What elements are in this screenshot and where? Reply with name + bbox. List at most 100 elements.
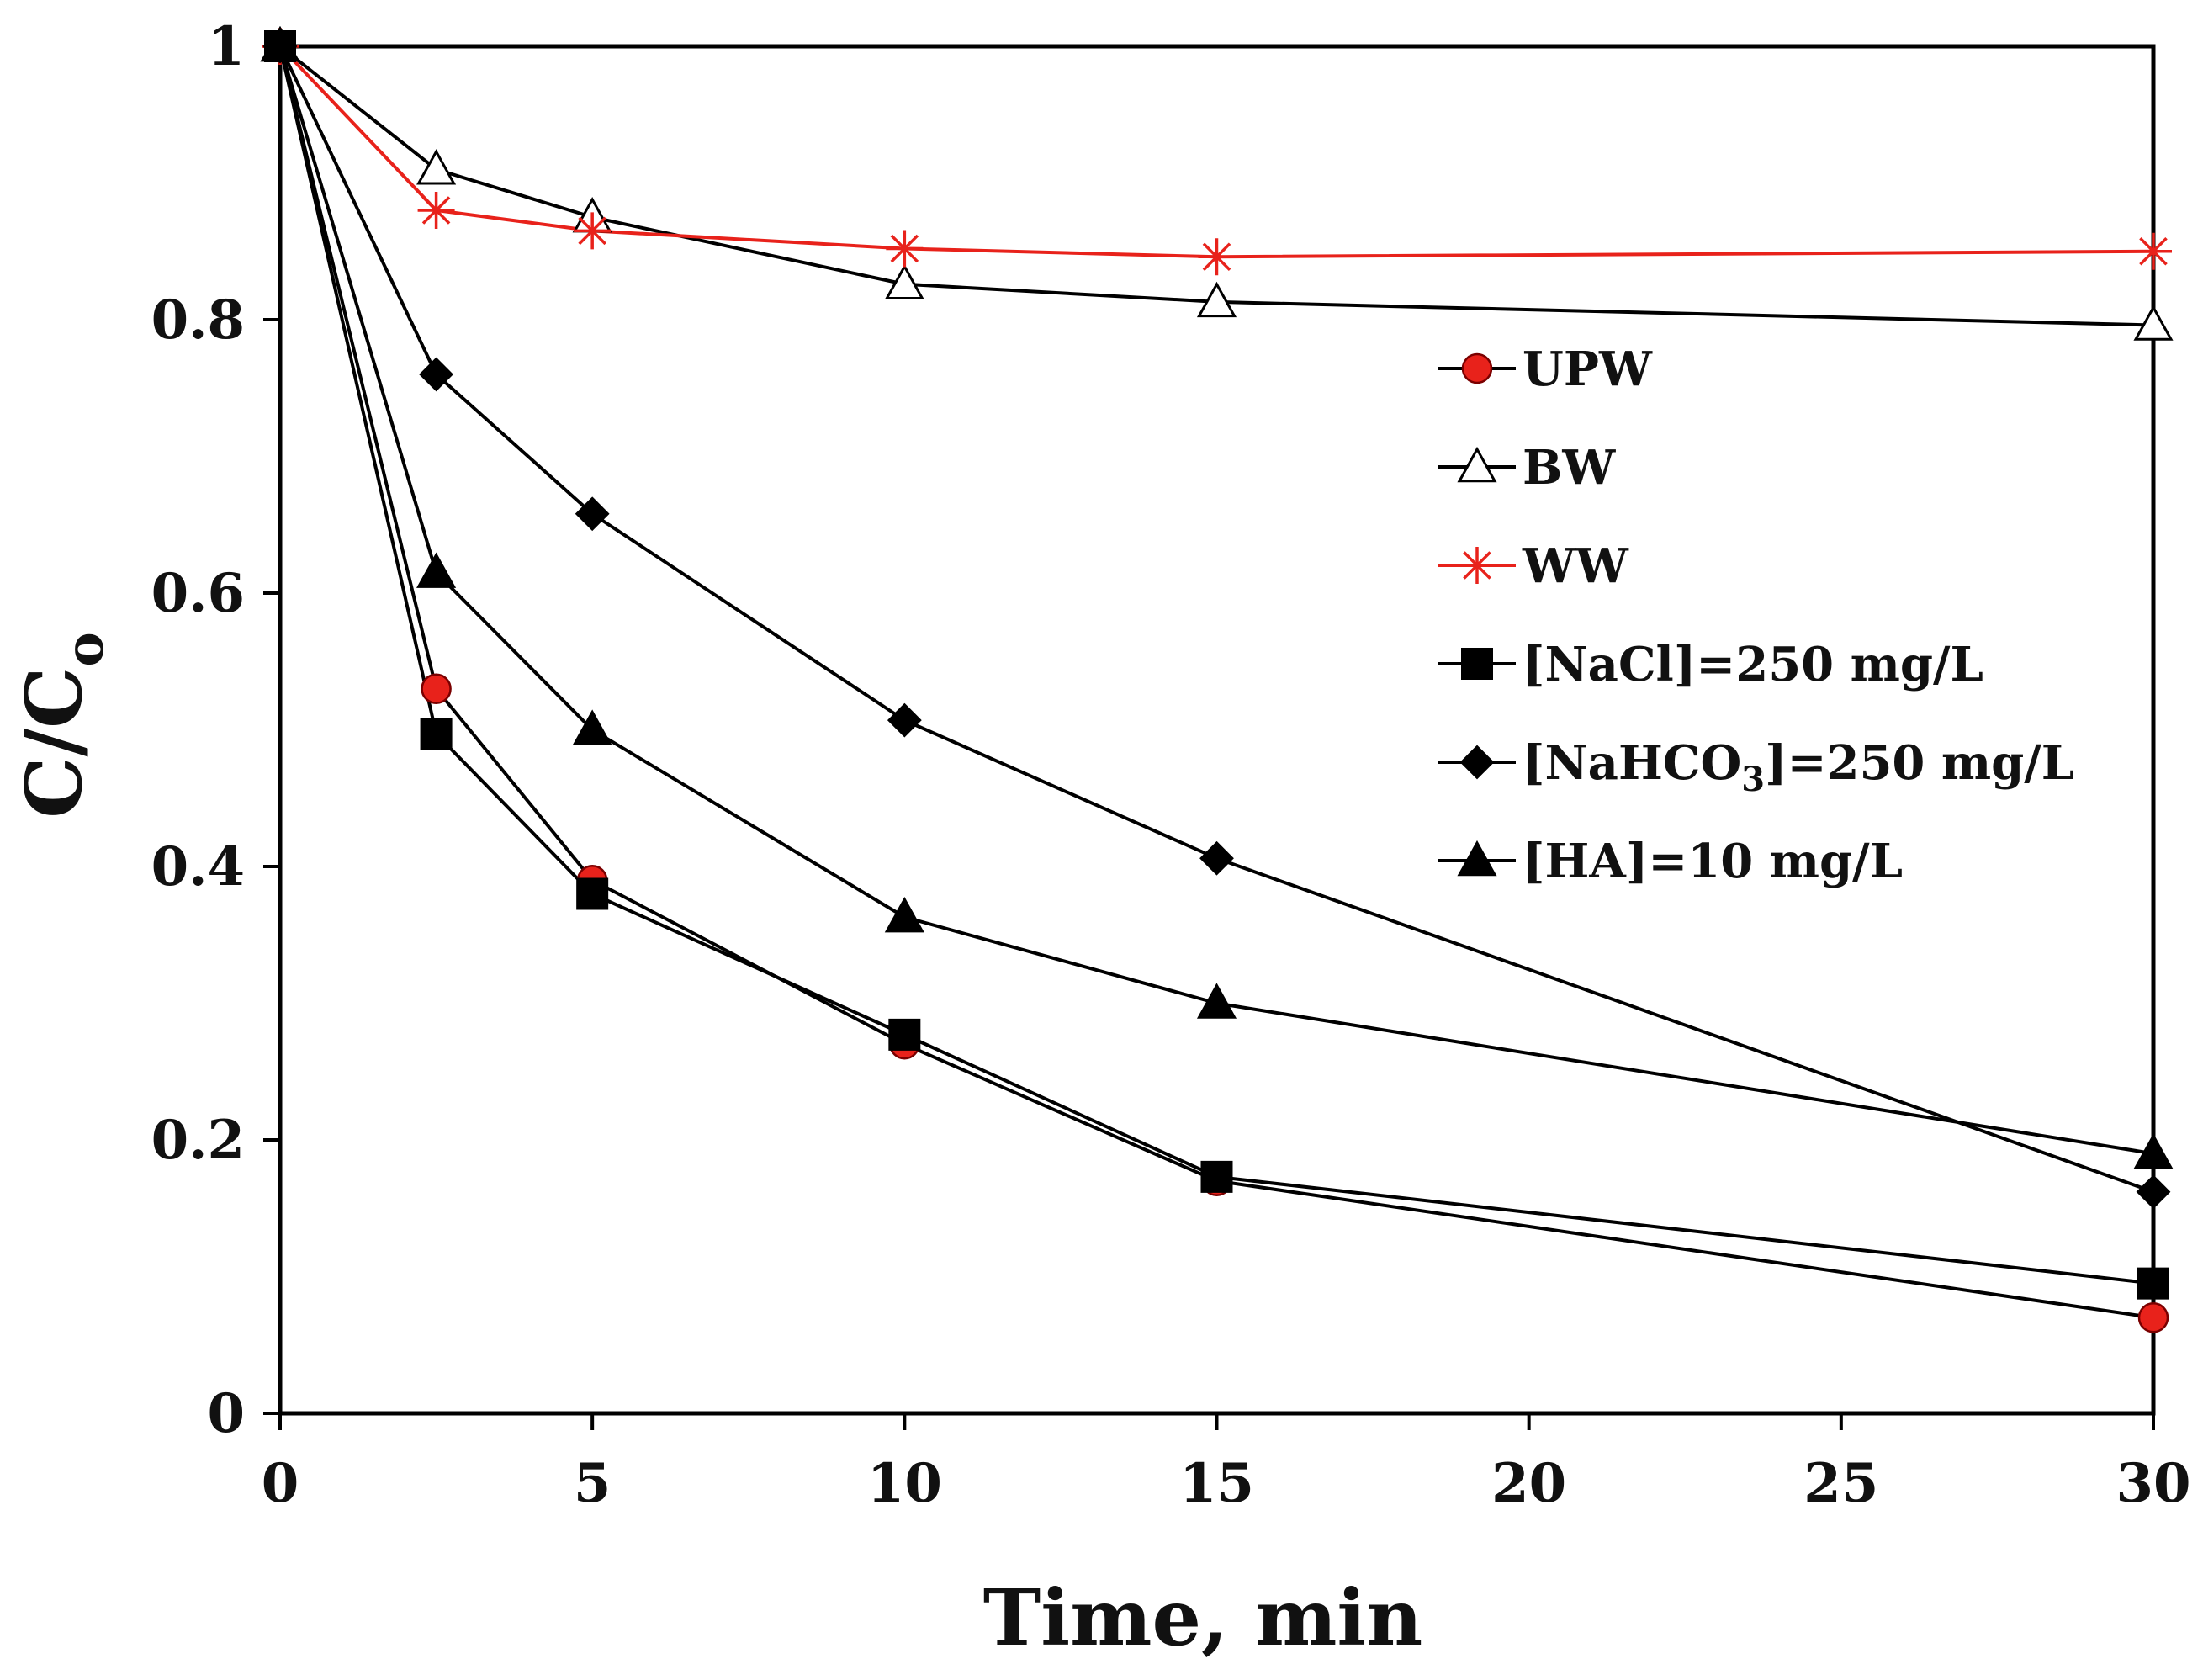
marker-bw-5 — [2133, 305, 2174, 341]
marker-ha-10-mg-l-1-shape — [416, 552, 457, 588]
axes: 0 5 10 15 20 25 30 0 0.2 0.4 0.6 0.8 1 — [151, 15, 2191, 1515]
marker-nahco3-250-mg-l-1 — [419, 357, 453, 392]
y-tick-label-1: 1 — [207, 15, 245, 78]
legend-label-ha-10-mg-l: [HA]=10 mg/L — [1523, 834, 1903, 889]
marker-upw-5 — [2137, 1302, 2169, 1333]
marker-nahco3-250-mg-l-2-shape — [575, 496, 610, 532]
x-tick-label-15: 15 — [1179, 1452, 1254, 1515]
legend-marker-nahco3-250-mg-l-shape — [1459, 745, 1495, 780]
marker-ha-10-mg-l-5 — [2133, 1133, 2174, 1169]
legend-marker-nacl-250-mg-l — [1461, 648, 1493, 680]
legend-marker-bw — [1457, 446, 1497, 483]
marker-nahco3-250-mg-l-4 — [1199, 840, 1234, 876]
marker-upw-1-shape — [421, 673, 452, 704]
y-axis-title: C/Co — [8, 632, 115, 818]
marker-nahco3-250-mg-l-5-shape — [2136, 1174, 2171, 1210]
marker-bw-1 — [416, 149, 457, 185]
marker-upw-5-shape — [2137, 1302, 2169, 1333]
marker-nahco3-250-mg-l-4-shape — [1199, 840, 1234, 876]
marker-ha-10-mg-l-0-shape — [260, 25, 300, 62]
x-tick-label-0: 0 — [262, 1452, 299, 1515]
legend-label-ww: WW — [1522, 538, 1629, 594]
marker-nacl-250-mg-l-3 — [888, 1018, 921, 1051]
legend-label-tail-nahco3-250-mg-l: ]=250 mg/L — [1765, 735, 2074, 791]
marker-ha-10-mg-l-2 — [572, 709, 612, 745]
x-axis-title: Time, min — [983, 1572, 1423, 1663]
x-tick-label-10: 10 — [867, 1452, 942, 1515]
marker-nacl-250-mg-l-1-shape — [420, 718, 453, 750]
marker-nacl-250-mg-l-2-shape — [576, 877, 609, 910]
marker-nacl-250-mg-l-3-shape — [888, 1018, 921, 1051]
marker-nacl-250-mg-l-4 — [1200, 1160, 1233, 1193]
legend-marker-upw — [1461, 352, 1493, 384]
legend-item-upw: UPW — [1438, 342, 1653, 397]
marker-bw-3-shape — [884, 263, 924, 300]
marker-ha-10-mg-l-1 — [416, 552, 457, 588]
marker-ww-3 — [886, 230, 924, 268]
legend-label-main-ww: WW — [1522, 538, 1629, 594]
legend-label-main-nacl-250-mg-l: [NaCl]=250 mg/L — [1523, 637, 1983, 692]
marker-bw-4-shape — [1196, 281, 1237, 318]
marker-ha-10-mg-l-5-shape — [2133, 1133, 2174, 1169]
series-line-ha-10-mg-l — [278, 45, 2154, 1156]
marker-bw-4 — [1196, 281, 1237, 318]
legend-marker-nacl-250-mg-l-shape — [1461, 648, 1493, 680]
y-tick-label-0-4: 0.4 — [151, 835, 245, 898]
legend-label-upw: UPW — [1523, 342, 1653, 397]
marker-ww-4-stroke-135 — [1202, 242, 1231, 272]
x-tick-label-20: 20 — [1491, 1452, 1566, 1515]
marker-ww-3-stroke-135 — [890, 234, 919, 263]
legend-label-main-upw: UPW — [1523, 342, 1653, 397]
legend-marker-ww-stroke-135 — [1463, 551, 1491, 580]
series-line-upw — [278, 45, 2154, 1320]
legend-label-nahco3-250-mg-l: [NaHCO3]=250 mg/L — [1523, 735, 2074, 799]
series-line-bw — [278, 45, 2154, 327]
marker-nahco3-250-mg-l-3 — [887, 702, 922, 738]
marker-upw-1 — [421, 673, 452, 704]
marker-nacl-250-mg-l-4-shape — [1200, 1160, 1233, 1193]
marker-ha-10-mg-l-2-shape — [572, 709, 612, 745]
legend-item-ha-10-mg-l: [HA]=10 mg/L — [1438, 834, 1903, 889]
marker-nacl-250-mg-l-5-shape — [2137, 1267, 2169, 1300]
marker-bw-1-shape — [416, 149, 457, 185]
y-tick-label-0-2: 0.2 — [151, 1109, 245, 1172]
marker-nahco3-250-mg-l-5 — [2136, 1174, 2171, 1210]
legend-marker-nahco3-250-mg-l — [1459, 745, 1495, 780]
legend-item-ww: WW — [1438, 538, 1629, 594]
marker-nacl-250-mg-l-1 — [420, 718, 453, 750]
marker-nahco3-250-mg-l-3-shape — [887, 702, 922, 738]
marker-nahco3-250-mg-l-1-shape — [419, 357, 453, 392]
x-tick-label-25: 25 — [1803, 1452, 1878, 1515]
marker-bw-5-shape — [2133, 305, 2174, 341]
legend-label-sub-nahco3-250-mg-l: 3 — [1741, 760, 1765, 799]
marker-nacl-250-mg-l-2 — [576, 877, 609, 910]
marker-ww-2-stroke-135 — [578, 216, 606, 246]
marker-ha-10-mg-l-0 — [260, 25, 300, 62]
marker-ww-5-stroke-135 — [2139, 236, 2168, 266]
marker-bw-3 — [884, 263, 924, 300]
legend-marker-upw-shape — [1461, 352, 1493, 384]
legend-marker-ww — [1459, 547, 1496, 584]
marker-ww-4 — [1198, 238, 1236, 276]
legend-label-main-bw: BW — [1523, 440, 1616, 496]
legend-item-nacl-250-mg-l: [NaCl]=250 mg/L — [1438, 637, 1983, 692]
marker-ww-2 — [574, 212, 612, 250]
y-axis-title-main: C/C — [8, 667, 99, 819]
series-line-nacl-250-mg-l — [278, 45, 2154, 1285]
series-line-nahco3-250-mg-l — [278, 45, 2154, 1194]
legend-label-main-ha-10-mg-l: [HA]=10 mg/L — [1523, 834, 1903, 889]
y-tick-label-0-8: 0.8 — [151, 289, 245, 352]
legend-marker-bw-shape — [1457, 446, 1497, 483]
marker-ha-10-mg-l-4 — [1196, 983, 1237, 1019]
series-layer — [278, 45, 2154, 1320]
marker-nacl-250-mg-l-5 — [2137, 1267, 2169, 1300]
marker-nahco3-250-mg-l-2 — [575, 496, 610, 532]
marker-ww-5 — [2135, 232, 2172, 270]
y-tick-label-0: 0 — [207, 1382, 245, 1445]
legend-marker-ha-10-mg-l — [1457, 840, 1497, 877]
legend-marker-ha-10-mg-l-shape — [1457, 840, 1497, 877]
marker-ww-1 — [417, 192, 455, 229]
marker-ha-10-mg-l-3 — [884, 897, 924, 933]
